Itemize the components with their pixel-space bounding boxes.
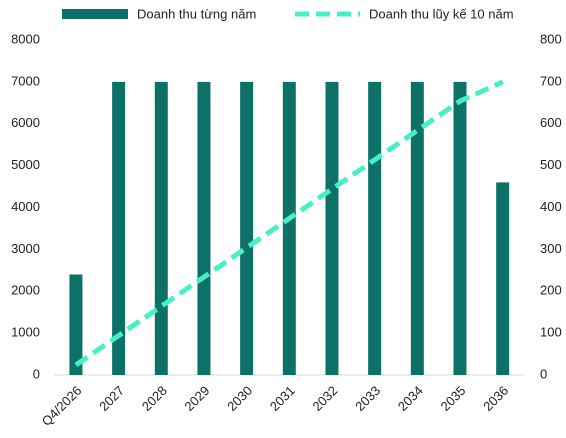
x-tick-label: 2035 <box>437 383 468 414</box>
y-tick-label: 8000 <box>11 31 40 46</box>
legend-swatch <box>62 9 128 19</box>
bar <box>368 81 382 375</box>
y-tick-label: 3000 <box>11 241 40 256</box>
x-tick-label: Q4/2026 <box>39 383 85 429</box>
y2-tick-label: 200 <box>540 283 562 298</box>
bar <box>325 81 339 375</box>
x-tick-label: 2027 <box>96 383 127 414</box>
y2-tick-label: 500 <box>540 157 562 172</box>
bar <box>410 81 424 375</box>
y2-tick-label: 600 <box>540 115 562 130</box>
y2-tick-label: 800 <box>540 31 562 46</box>
x-tick-label: 2034 <box>395 383 426 414</box>
y-tick-label: 5000 <box>11 157 40 172</box>
x-tick-label: 2030 <box>224 383 255 414</box>
x-tick-label: 2029 <box>181 383 212 414</box>
bar <box>453 81 467 375</box>
y-tick-label: 7000 <box>11 73 40 88</box>
x-tick-label: 2033 <box>352 383 383 414</box>
y-tick-label: 0 <box>33 366 40 381</box>
x-tick-label: 2028 <box>139 383 170 414</box>
bar <box>112 81 126 375</box>
x-tick-label: 2032 <box>309 383 340 414</box>
y-tick-label: 6000 <box>11 115 40 130</box>
bar <box>154 81 168 375</box>
bar <box>197 81 211 375</box>
y2-tick-label: 0 <box>540 366 547 381</box>
y-tick-label: 1000 <box>11 325 40 340</box>
bar <box>240 81 254 375</box>
bar <box>69 274 83 375</box>
bar <box>496 182 510 375</box>
y2-tick-label: 700 <box>540 73 562 88</box>
y2-tick-label: 400 <box>540 199 562 214</box>
line <box>74 79 504 368</box>
y2-tick-label: 100 <box>540 325 562 340</box>
legend-label: Doanh thu lũy kế 10 năm <box>369 6 514 21</box>
bar <box>282 81 296 375</box>
y-tick-label: 4000 <box>11 199 40 214</box>
x-tick-label: 2036 <box>480 383 511 414</box>
y2-tick-label: 300 <box>540 241 562 256</box>
x-tick-label: 2031 <box>267 383 298 414</box>
y-tick-label: 2000 <box>11 283 40 298</box>
legend-label: Doanh thu từng năm <box>137 6 256 21</box>
